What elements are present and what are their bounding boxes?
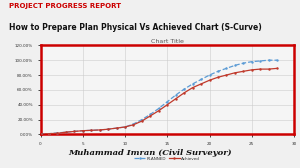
PLANNED [182, 88, 186, 90]
Achieved [123, 126, 127, 128]
PLANNED [73, 130, 76, 132]
Achieved [182, 92, 186, 94]
Achieved [233, 72, 237, 74]
Achieved [267, 68, 271, 70]
Achieved [56, 132, 59, 134]
Achieved [39, 133, 42, 135]
Achieved [242, 70, 245, 72]
PLANNED [233, 64, 237, 66]
Line: PLANNED: PLANNED [40, 59, 278, 135]
PLANNED [258, 60, 262, 62]
Text: Muhammad Imran (Civil Surveyor): Muhammad Imran (Civil Surveyor) [68, 149, 232, 157]
PLANNED [275, 59, 279, 61]
Achieved [73, 130, 76, 132]
PLANNED [64, 131, 68, 133]
PLANNED [123, 126, 127, 128]
PLANNED [148, 113, 152, 115]
PLANNED [174, 94, 178, 96]
Achieved [208, 79, 211, 81]
Achieved [258, 68, 262, 70]
PLANNED [98, 129, 101, 131]
Achieved [81, 130, 85, 132]
Achieved [89, 129, 93, 131]
PLANNED [208, 74, 211, 76]
Achieved [191, 87, 194, 89]
PLANNED [132, 123, 135, 125]
PLANNED [250, 61, 253, 63]
PLANNED [267, 59, 271, 61]
PLANNED [166, 101, 169, 103]
PLANNED [39, 133, 42, 135]
Title: Chart Title: Chart Title [151, 39, 184, 44]
PLANNED [81, 130, 85, 132]
PLANNED [242, 62, 245, 64]
Achieved [106, 128, 110, 130]
PLANNED [191, 83, 194, 85]
Achieved [98, 129, 101, 131]
PLANNED [106, 128, 110, 130]
Text: PROJECT PROGRESS REPORT: PROJECT PROGRESS REPORT [9, 4, 121, 10]
PLANNED [115, 127, 118, 129]
Achieved [166, 104, 169, 106]
PLANNED [140, 119, 144, 121]
PLANNED [47, 133, 51, 135]
Achieved [275, 67, 279, 69]
Achieved [174, 98, 178, 100]
Legend: PLANNED, Achieved: PLANNED, Achieved [133, 155, 202, 163]
PLANNED [225, 67, 228, 69]
Achieved [132, 124, 135, 126]
PLANNED [199, 78, 203, 80]
Achieved [115, 127, 118, 129]
Achieved [140, 120, 144, 122]
Achieved [148, 115, 152, 117]
Achieved [225, 74, 228, 76]
Line: Achieved: Achieved [40, 67, 278, 135]
PLANNED [216, 70, 220, 72]
Achieved [47, 133, 51, 135]
PLANNED [157, 107, 160, 109]
Achieved [199, 83, 203, 85]
Achieved [250, 69, 253, 71]
Achieved [64, 131, 68, 133]
Text: How to Prepare Plan Physical Vs Achieved Chart (S-Curve): How to Prepare Plan Physical Vs Achieved… [9, 23, 262, 32]
PLANNED [89, 129, 93, 131]
Achieved [157, 110, 160, 112]
Achieved [216, 76, 220, 78]
PLANNED [56, 132, 59, 134]
